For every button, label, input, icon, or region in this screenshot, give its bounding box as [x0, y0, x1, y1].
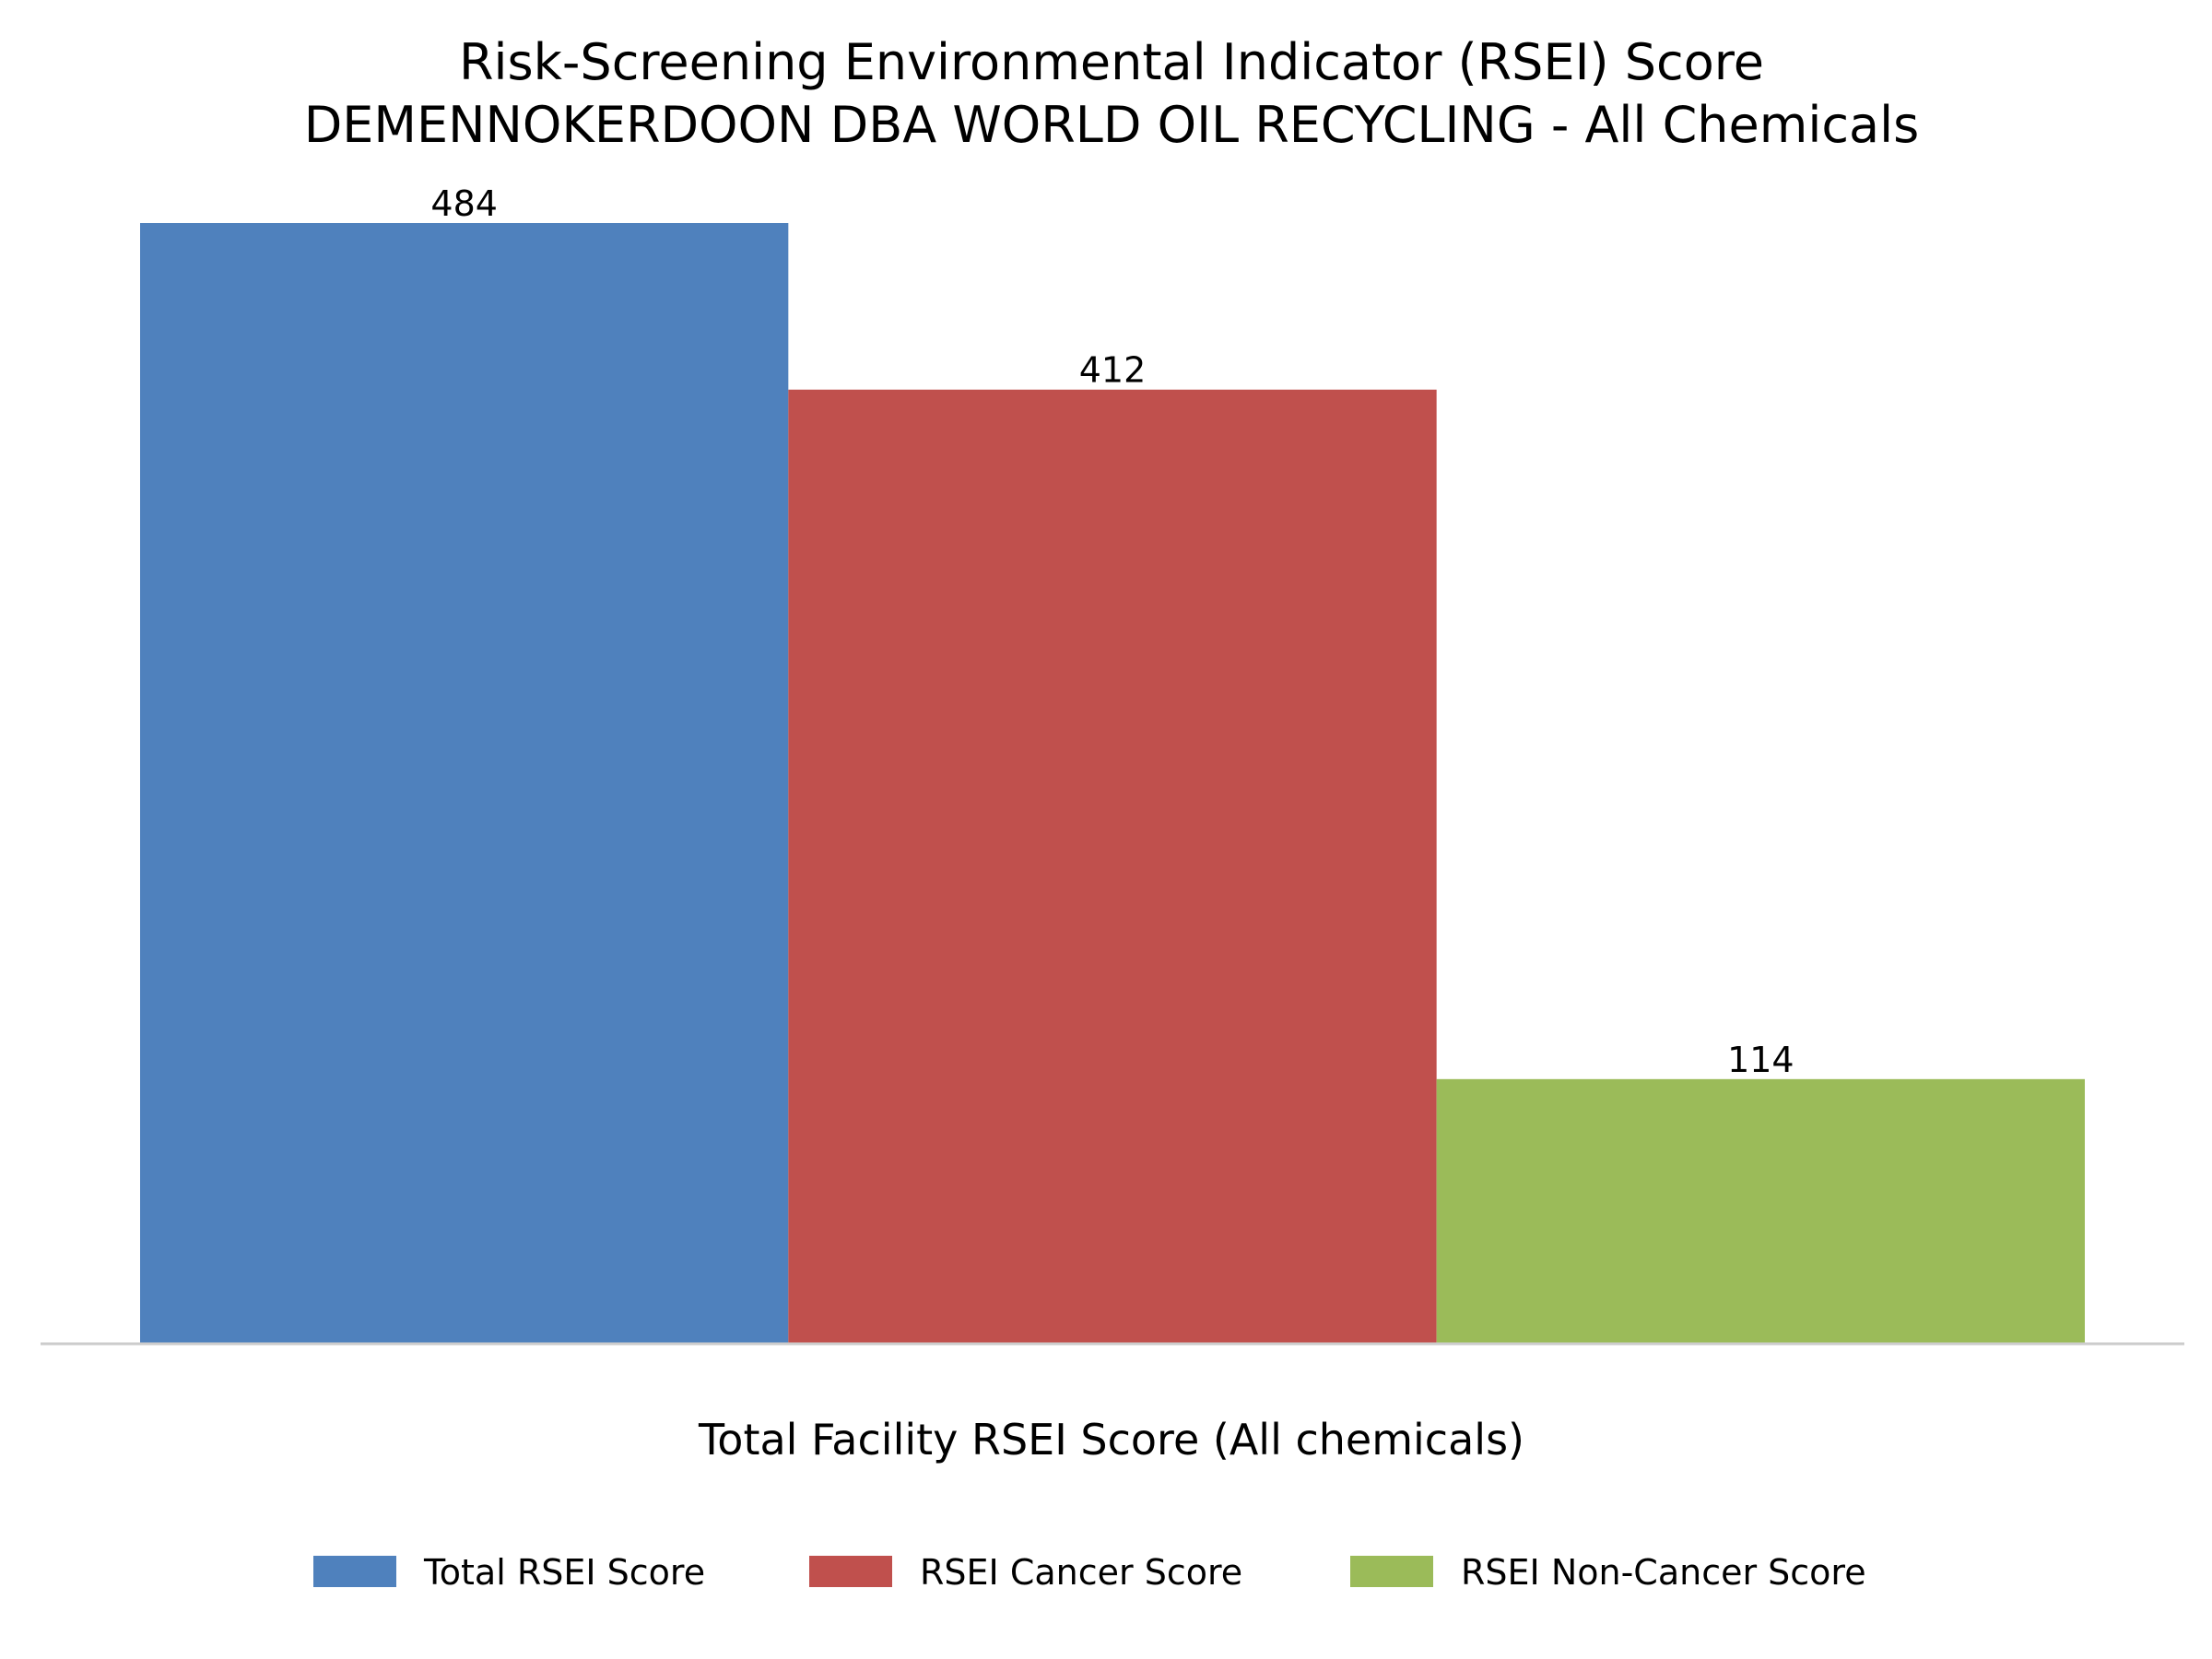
chart-title: Risk-Screening Environmental Indicator (…: [459, 33, 1764, 91]
legend-item-rsei-cancer-score: RSEI Cancer Score: [809, 1552, 1242, 1593]
bars-group: [140, 223, 2085, 1344]
legend-item-rsei-non-cancer-score: RSEI Non-Cancer Score: [1350, 1552, 1866, 1593]
bar-value-label-rsei-non-cancer-score: 114: [1727, 1040, 1794, 1080]
legend-swatch-rsei-non-cancer-score: [1350, 1556, 1433, 1587]
bar-value-label-rsei-cancer-score: 412: [1079, 350, 1147, 391]
legend-item-total-rsei-score: Total RSEI Score: [313, 1552, 705, 1593]
legend-label-total-rsei-score: Total RSEI Score: [423, 1552, 705, 1593]
bar-labels-group: 484 412 114: [430, 183, 1794, 1080]
bar-value-label-total-rsei-score: 484: [430, 183, 498, 224]
legend: Total RSEI Score RSEI Cancer Score RSEI No…: [313, 1552, 1866, 1593]
bar-rsei-non-cancer-score: [1436, 1078, 2085, 1343]
legend-swatch-rsei-cancer-score: [809, 1556, 892, 1587]
legend-swatch-total-rsei-score: [313, 1556, 396, 1587]
bar-rsei-cancer-score: [788, 389, 1437, 1344]
legend-label-rsei-cancer-score: RSEI Cancer Score: [920, 1552, 1242, 1593]
x-axis-label: Total Facility RSEI Score (All chemicals…: [698, 1415, 1524, 1465]
chart-subtitle: DEMENNOKERDOON DBA WORLD OIL RECYCLING -…: [304, 96, 1920, 154]
legend-label-rsei-non-cancer-score: RSEI Non-Cancer Score: [1461, 1552, 1866, 1593]
bar-total-rsei-score: [140, 223, 789, 1343]
